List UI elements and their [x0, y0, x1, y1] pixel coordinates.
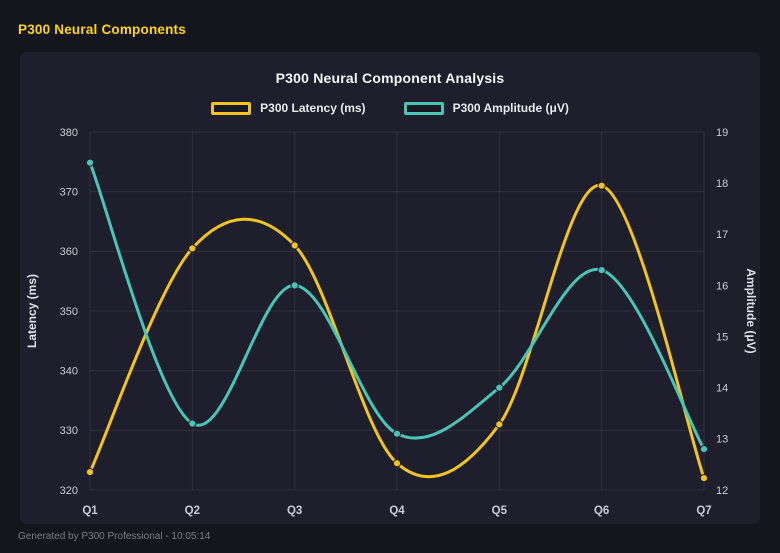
grid-lines [89, 131, 705, 491]
right-axis-tick-label: 14 [716, 383, 728, 395]
left-axis-tick-label: 330 [60, 425, 78, 437]
right-axis-tick-label: 18 [716, 178, 728, 190]
data-point [85, 158, 95, 167]
data-point [495, 383, 504, 392]
page-title: P300 Neural Components [18, 22, 186, 37]
data-point [290, 241, 299, 250]
x-axis-tick-label: Q1 [82, 505, 98, 517]
chart-title: P300 Neural Component Analysis [275, 70, 505, 86]
data-point [699, 474, 709, 483]
legend-label-amplitude: P300 Amplitude (μV) [452, 101, 569, 115]
x-axis-tick-label: Q6 [594, 505, 609, 517]
right-axis-tick-label: 17 [716, 229, 728, 241]
left-axis-title: Latency (ms) [25, 274, 39, 348]
right-axis-tick-label: 15 [716, 331, 728, 343]
data-point [495, 420, 504, 429]
chart-card: P300 Neural Component Analysis P300 Late… [20, 52, 760, 524]
data-point [597, 266, 606, 275]
footer-status: Generated by P300 Professional - 10:05:1… [18, 531, 211, 542]
data-point [392, 429, 402, 438]
x-axis-tick-label: Q2 [185, 505, 200, 517]
x-axis-tick-label: Q3 [287, 505, 302, 517]
series-points-0 [85, 181, 709, 483]
chart-legend: P300 Latency (ms) P300 Amplitude (μV) [20, 98, 760, 118]
line-chart: 320 330 340 350 360 370 380 12 13 14 15 16 17 18 19 Q1 Q… [25, 127, 758, 517]
legend-item-latency[interactable]: P300 Latency (ms) [211, 101, 366, 115]
data-point [290, 281, 299, 290]
x-axis-tick-label: Q7 [696, 505, 711, 517]
left-axis-tick-label: 360 [60, 246, 78, 258]
right-axis-tick-label: 12 [716, 485, 728, 497]
left-axis-tick-label: 350 [60, 306, 78, 318]
left-axis-tick-label: 380 [60, 127, 78, 139]
data-point [392, 459, 402, 468]
data-point [188, 419, 197, 428]
right-axis-title: Amplitude (μV) [744, 268, 758, 353]
data-point [597, 181, 606, 190]
right-axis-tick-label: 16 [716, 280, 728, 292]
series-points-1 [85, 158, 709, 454]
left-axis-tick-label: 370 [60, 187, 78, 199]
x-axis-tick-label: Q5 [492, 505, 508, 517]
left-axis-tick-label: 320 [60, 485, 78, 497]
right-axis-tick-label: 13 [716, 434, 728, 446]
data-point [699, 445, 709, 454]
x-axis-tick-label: Q4 [389, 505, 405, 517]
latency-line-swatch-icon [211, 101, 252, 115]
amplitude-line-swatch-icon [403, 101, 444, 115]
data-point [85, 468, 95, 477]
legend-label-latency: P300 Latency (ms) [260, 101, 366, 115]
left-axis-tick-label: 340 [60, 366, 78, 378]
right-axis-tick-label: 19 [716, 127, 728, 139]
data-point [188, 244, 197, 253]
legend-item-amplitude[interactable]: P300 Amplitude (μV) [403, 101, 569, 115]
